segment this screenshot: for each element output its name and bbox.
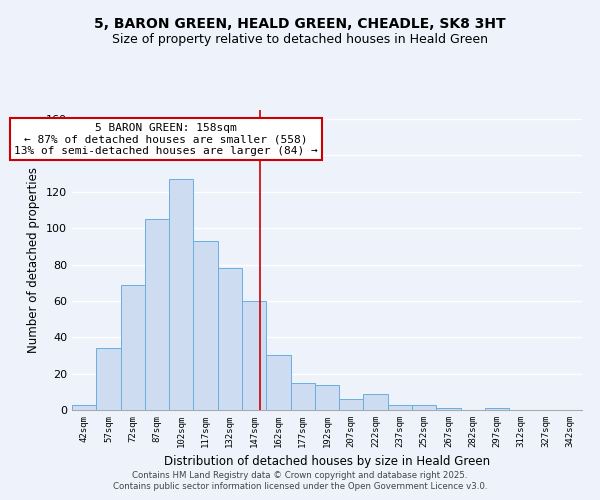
Bar bbox=[96, 348, 121, 410]
Bar bbox=[412, 404, 436, 410]
Text: Contains public sector information licensed under the Open Government Licence v3: Contains public sector information licen… bbox=[113, 482, 487, 491]
Text: 5, BARON GREEN, HEALD GREEN, CHEADLE, SK8 3HT: 5, BARON GREEN, HEALD GREEN, CHEADLE, SK… bbox=[94, 18, 506, 32]
Bar bbox=[315, 384, 339, 410]
Bar bbox=[485, 408, 509, 410]
Bar bbox=[121, 284, 145, 410]
X-axis label: Distribution of detached houses by size in Heald Green: Distribution of detached houses by size … bbox=[164, 456, 490, 468]
Bar bbox=[290, 382, 315, 410]
Bar bbox=[436, 408, 461, 410]
Text: Contains HM Land Registry data © Crown copyright and database right 2025.: Contains HM Land Registry data © Crown c… bbox=[132, 471, 468, 480]
Bar bbox=[388, 404, 412, 410]
Bar bbox=[364, 394, 388, 410]
Bar bbox=[72, 404, 96, 410]
Bar bbox=[339, 399, 364, 410]
Bar bbox=[145, 219, 169, 410]
Bar bbox=[266, 356, 290, 410]
Bar bbox=[242, 301, 266, 410]
Bar bbox=[193, 241, 218, 410]
Text: 5 BARON GREEN: 158sqm
← 87% of detached houses are smaller (558)
13% of semi-det: 5 BARON GREEN: 158sqm ← 87% of detached … bbox=[14, 122, 318, 156]
Bar bbox=[169, 179, 193, 410]
Bar bbox=[218, 268, 242, 410]
Text: Size of property relative to detached houses in Heald Green: Size of property relative to detached ho… bbox=[112, 32, 488, 46]
Y-axis label: Number of detached properties: Number of detached properties bbox=[28, 167, 40, 353]
